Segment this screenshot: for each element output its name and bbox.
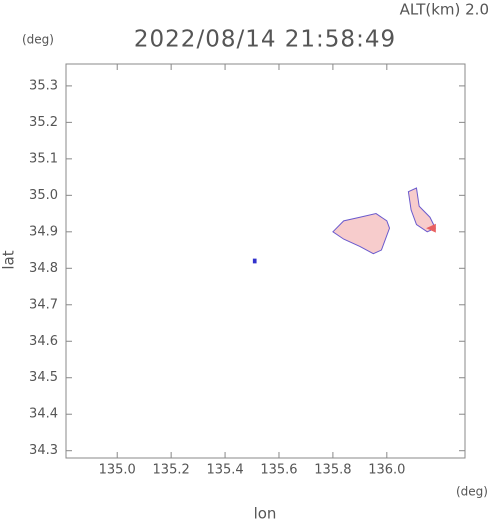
x-tick-label: 135.6	[260, 463, 297, 478]
x-tick-label: 136.0	[368, 463, 405, 478]
y-tick-label: 35.2	[29, 115, 58, 130]
x-axis-label: lon	[254, 505, 277, 521]
y-tick-label: 34.9	[29, 224, 58, 239]
x-tick-label: 135.4	[206, 463, 243, 478]
y-tick-label: 35.0	[29, 188, 58, 203]
y-tick-label: 34.3	[29, 443, 58, 458]
echo-region	[332, 213, 391, 255]
y-tick-label: 34.7	[29, 297, 58, 312]
y-tick-label: 34.6	[29, 334, 58, 349]
echo-region	[426, 223, 436, 233]
y-axis-label: lat	[0, 250, 18, 269]
y-unit: (deg)	[22, 33, 54, 47]
y-tick-label: 35.1	[29, 151, 58, 166]
y-tick-label: 35.3	[29, 78, 58, 93]
echo-region	[252, 258, 257, 264]
y-tick-label: 34.5	[29, 370, 58, 385]
plot-frame	[65, 63, 466, 459]
x-tick-label: 135.8	[314, 463, 351, 478]
y-tick-label: 34.4	[29, 407, 58, 422]
x-tick-label: 135.0	[99, 463, 136, 478]
x-tick-label: 135.2	[153, 463, 190, 478]
chart-title: 2022/08/14 21:58:49	[134, 27, 396, 53]
x-unit: (deg)	[456, 485, 488, 499]
echo-region	[407, 187, 437, 233]
y-tick-label: 34.8	[29, 261, 58, 276]
altitude: ALT(km) 2.0	[400, 1, 489, 19]
